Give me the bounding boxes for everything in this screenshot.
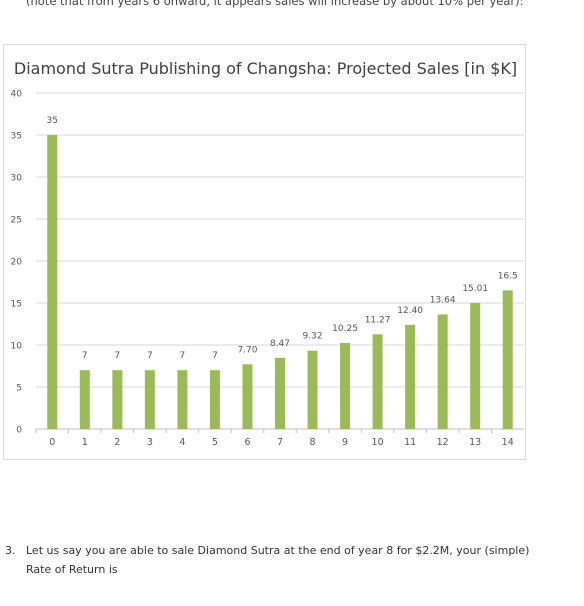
question-text: Let us say you are able to sale Diamond … — [26, 544, 530, 576]
bar — [437, 314, 448, 429]
y-tick-label: 15 — [11, 300, 22, 310]
x-tick-label: 14 — [502, 437, 514, 448]
x-tick-label: 9 — [342, 437, 348, 448]
instruction-note: (note that from years 6 onward, it appea… — [26, 0, 524, 8]
data-label: 13.64 — [430, 295, 456, 305]
data-label: 7 — [82, 351, 88, 361]
x-tick-label: 5 — [212, 437, 218, 448]
bar — [242, 364, 253, 429]
data-label: 7 — [180, 351, 186, 361]
bar — [340, 342, 351, 429]
x-tick-label: 2 — [114, 437, 120, 448]
data-label: 16.5 — [498, 271, 518, 281]
x-tick-label: 11 — [404, 437, 416, 448]
x-tick-label: 13 — [469, 437, 481, 448]
y-tick-label: 25 — [11, 216, 22, 226]
data-label: 7.70 — [237, 345, 257, 355]
bar — [470, 302, 481, 429]
x-tick-label: 1 — [82, 437, 88, 448]
y-tick-label: 20 — [11, 258, 23, 268]
x-tick-label: 10 — [372, 437, 384, 448]
y-tick-label: 5 — [16, 384, 22, 394]
data-label: 15.01 — [462, 284, 488, 294]
bar — [112, 370, 123, 429]
data-label: 9.32 — [303, 332, 323, 342]
x-tick-label: 8 — [310, 437, 316, 448]
x-tick-label: 3 — [147, 437, 153, 448]
bar — [405, 324, 416, 429]
bar — [144, 370, 155, 429]
y-tick-label: 30 — [11, 174, 23, 184]
bar — [307, 350, 318, 429]
data-label: 7 — [114, 351, 120, 361]
question-number: 3. — [5, 544, 16, 557]
data-label: 35 — [47, 116, 58, 126]
data-label: 8.47 — [270, 339, 290, 349]
data-label: 10.25 — [332, 324, 358, 334]
y-tick-label: 40 — [11, 90, 23, 100]
bar — [275, 357, 285, 429]
y-tick-label: 35 — [11, 132, 22, 142]
x-tick-label: 12 — [437, 437, 449, 448]
x-tick-label: 4 — [179, 437, 185, 448]
data-label: 7 — [212, 351, 218, 361]
bar — [79, 370, 90, 429]
y-tick-label: 0 — [16, 426, 22, 436]
x-tick-label: 6 — [244, 437, 250, 448]
data-label: 7 — [147, 351, 153, 361]
bar — [177, 370, 188, 429]
bar — [47, 135, 58, 429]
data-label: 12.40 — [397, 306, 423, 316]
y-tick-label: 10 — [11, 342, 23, 352]
x-tick-label: 0 — [49, 437, 55, 448]
bar — [502, 290, 513, 429]
data-label: 11.27 — [365, 315, 391, 325]
bar — [372, 334, 383, 429]
bar — [209, 370, 220, 429]
chart-title: Diamond Sutra Publishing of Changsha: Pr… — [13, 59, 518, 78]
x-tick-label: 7 — [277, 437, 283, 448]
